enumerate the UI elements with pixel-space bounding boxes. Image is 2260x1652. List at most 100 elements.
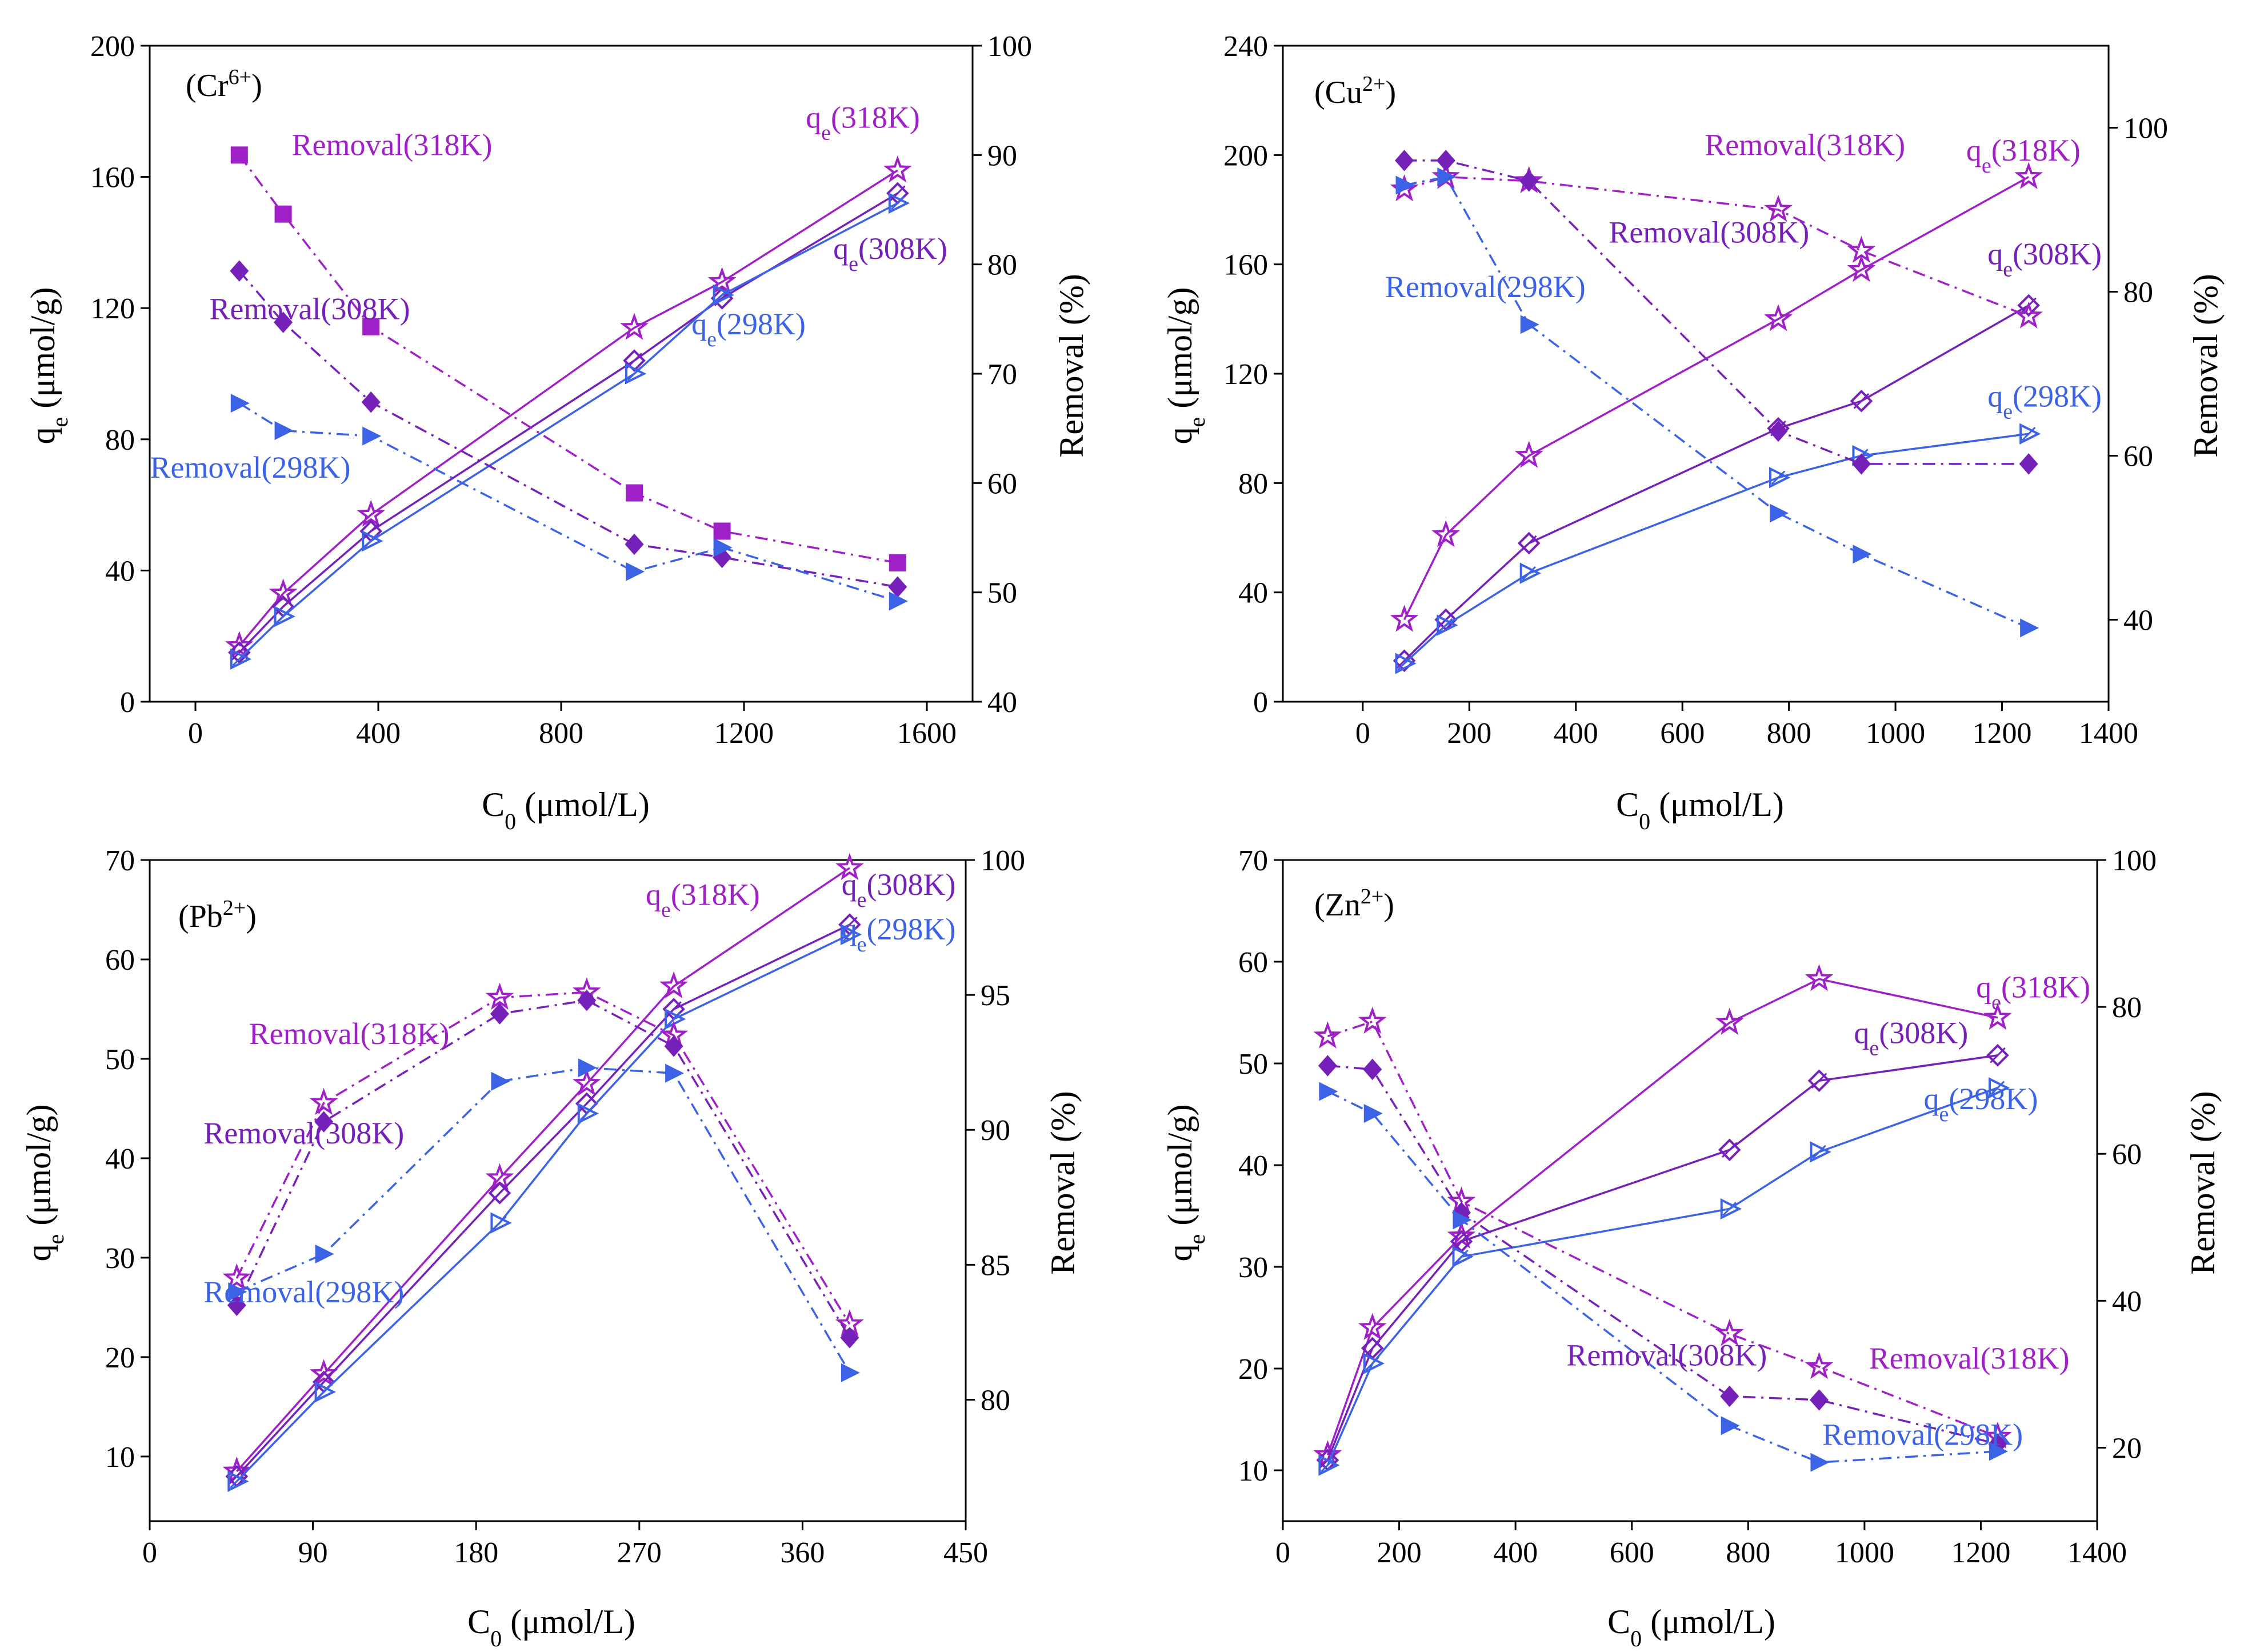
y-tick-label-right-cu-0: 40 bbox=[2123, 605, 2153, 637]
x-tick-label-zn-7: 1400 bbox=[2067, 1537, 2127, 1569]
series-cr-qe-318-point-5-star bbox=[883, 155, 912, 183]
series-pb-qe-308-point-3-slash bbox=[578, 1095, 595, 1112]
annotation-zn-0: qe(318K) bbox=[1976, 970, 2090, 1014]
panel-label-pb: (Pb2+) bbox=[178, 896, 257, 934]
series-cr-qe-298-point-3 bbox=[625, 363, 647, 385]
series-zn-qe-298-point-3-slash bbox=[1722, 1202, 1737, 1216]
y-tick-label-right-zn-3: 80 bbox=[2112, 991, 2142, 1024]
series-cu-qe-318-point-3 bbox=[1763, 304, 1793, 331]
x-tick-label-cu-0: 0 bbox=[1355, 717, 1370, 750]
series-pb-removal-308-point-3 bbox=[577, 989, 597, 1011]
series-pb-removal-308-point-2 bbox=[490, 1003, 509, 1025]
annotation-cu-0: Removal(318K) bbox=[1705, 127, 1905, 162]
y-tick-label-left-pb-3: 40 bbox=[105, 1143, 135, 1175]
annotation-cr-3: Removal(318K) bbox=[292, 127, 493, 162]
series-cr-qe-308-point-4-diamond bbox=[710, 287, 734, 310]
series-pb-removal-318-point-0 bbox=[222, 1263, 251, 1291]
series-cr-removal-318-point-2 bbox=[362, 318, 380, 335]
series-cu-qe-318-point-5 bbox=[2014, 162, 2043, 189]
series-zn-qe-298-point-5-slash bbox=[1990, 1081, 2005, 1095]
series-cr-removal-318-point-5 bbox=[889, 554, 906, 572]
x-tick-label-zn-5: 1000 bbox=[1835, 1537, 1894, 1569]
annotation-pb-0: qe(318K) bbox=[646, 877, 760, 922]
series-cu-removal-308-point-4 bbox=[1851, 453, 1871, 475]
y-tick-label-right-cu-2: 80 bbox=[2123, 277, 2153, 309]
x-tick-label-cu-4: 800 bbox=[1767, 717, 1811, 750]
series-cu-removal-298-point-2 bbox=[1520, 315, 1539, 334]
series-zn-removal-298-point-5 bbox=[1989, 1442, 2008, 1461]
series-cu-qe-318-point-2-star bbox=[1514, 441, 1543, 468]
series-cu-qe-298-point-1-slash bbox=[1439, 618, 1453, 633]
series-zn-qe-308-point-5-slash bbox=[1990, 1047, 2006, 1063]
x-tick-label-cr-4: 1600 bbox=[897, 717, 957, 750]
series-cr-qe-298-point-5-triangle bbox=[888, 192, 910, 214]
series-zn-qe-298-point-0-triangle bbox=[1318, 1454, 1340, 1476]
series-zn-qe-298-point-5 bbox=[1988, 1077, 2010, 1099]
x-tick-label-zn-0: 0 bbox=[1275, 1537, 1290, 1569]
series-cr-qe-298-point-0 bbox=[230, 648, 252, 670]
series-pb-removal-298-point-3 bbox=[578, 1058, 597, 1078]
series-pb-removal-298-point-1 bbox=[315, 1244, 334, 1263]
series-zn-removal-308-point-1 bbox=[1363, 1058, 1382, 1081]
series-cu-qe-318-point-0 bbox=[1390, 605, 1419, 632]
series-cu-qe-318-point-1 bbox=[1431, 520, 1461, 547]
series-zn-qe-308-point-1-slash bbox=[1364, 1340, 1381, 1357]
panel-label-cu: (Cu2+) bbox=[1314, 72, 1396, 110]
y-tick-label-right-pb-2: 90 bbox=[981, 1114, 1010, 1147]
panel-cr: 0 400 800 1200 1600 0 40 80 120 160 200 40 50 60 70 80 9… bbox=[24, 30, 1090, 834]
series-cr-removal-298-point-5 bbox=[889, 591, 908, 611]
annotation-pb-4: Removal(308K) bbox=[203, 1116, 404, 1150]
series-cr-removal-308-point-3 bbox=[625, 533, 644, 555]
series-cr-qe-298-point-2-slash bbox=[363, 534, 378, 549]
x-tick-label-cr-0: 0 bbox=[188, 717, 203, 750]
series-zn-qe-318-point-4 bbox=[1805, 964, 1834, 991]
series-cu-qe-308-point-4 bbox=[1850, 390, 1873, 413]
panel-cu: 0 200 400 600 800 1000 1200 1400 0 40 80 120 160 200 2… bbox=[1161, 30, 2225, 834]
series-cu-qe-298-point-2-slash bbox=[1522, 566, 1536, 581]
series-pb-qe-298-point-3 bbox=[577, 1103, 599, 1125]
series-cu-removal-308-point-3 bbox=[1769, 420, 1788, 442]
annotation-pb-3: Removal(318K) bbox=[249, 1017, 450, 1051]
x-tick-label-cu-1: 200 bbox=[1447, 717, 1491, 750]
y-tick-label-right-cr-1: 50 bbox=[987, 577, 1017, 610]
series-zn-qe-318-point-5 bbox=[1983, 1002, 2012, 1030]
series-cu-qe-308-point-4-slash bbox=[1853, 393, 1870, 409]
y-tick-label-left-pb-2: 30 bbox=[105, 1242, 135, 1275]
y-tick-label-left-zn-0: 10 bbox=[1238, 1455, 1268, 1487]
y-axis-label-left-cr: qe (μmol/g) bbox=[24, 287, 73, 445]
y-axis-label-left-cu: qe (μmol/g) bbox=[1161, 287, 1210, 445]
series-zn-qe-298-point-3 bbox=[1720, 1198, 1742, 1220]
series-cr-qe-298-point-3-slash bbox=[627, 366, 642, 381]
annotation-cu-3: qe(318K) bbox=[1966, 133, 2081, 178]
series-pb-qe-308-point-4-slash bbox=[666, 1001, 682, 1017]
series-cu-qe-318-point-1-star bbox=[1431, 520, 1461, 547]
annotation-cu-4: qe(308K) bbox=[1987, 237, 2102, 282]
annotation-cr-0: qe(318K) bbox=[806, 101, 920, 145]
y-tick-label-right-cr-6: 100 bbox=[987, 30, 1032, 63]
series-zn-qe-318-point-3-star bbox=[1715, 1007, 1744, 1035]
series-cr-qe-308-point-5-slash bbox=[889, 185, 906, 202]
series-pb-qe-318-point-1 bbox=[309, 1359, 338, 1386]
series-cr-qe-298-point-4 bbox=[713, 284, 734, 306]
series-cr-qe-318-point-0 bbox=[225, 631, 254, 658]
series-cu-removal-318-point-4 bbox=[1847, 235, 1876, 263]
series-cu-removal-298-point-0 bbox=[1395, 175, 1415, 195]
series-cr-removal-318-point-1 bbox=[274, 205, 292, 223]
series-zn-qe-298-point-2 bbox=[1452, 1246, 1474, 1267]
annotation-zn-5: Removal(298K) bbox=[1822, 1418, 2023, 1452]
series-zn-qe-308-point-4 bbox=[1807, 1069, 1831, 1093]
series-zn-removal-298-point-0 bbox=[1319, 1082, 1338, 1101]
series-cr-qe-318-point-3 bbox=[619, 313, 649, 340]
y-axis-label-right-zn: Removal (%) bbox=[2184, 1091, 2222, 1275]
annotation-zn-3: Removal(318K) bbox=[1869, 1341, 2070, 1375]
series-cu-qe-308-point-2-slash bbox=[1521, 535, 1537, 551]
series-cu-qe-298-point-3 bbox=[1769, 467, 1791, 489]
series-cr-qe-298-point-1 bbox=[274, 606, 295, 627]
series-cr-qe-318-point-4 bbox=[707, 266, 737, 294]
annotation-cu-1: Removal(308K) bbox=[1609, 215, 1809, 249]
series-pb-removal-308-point-4 bbox=[664, 1035, 683, 1057]
panel-label-zn: (Zn2+) bbox=[1314, 885, 1394, 923]
series-cu-qe-318-line bbox=[1403, 176, 2030, 621]
y-tick-label-left-cr-1: 40 bbox=[105, 555, 135, 587]
